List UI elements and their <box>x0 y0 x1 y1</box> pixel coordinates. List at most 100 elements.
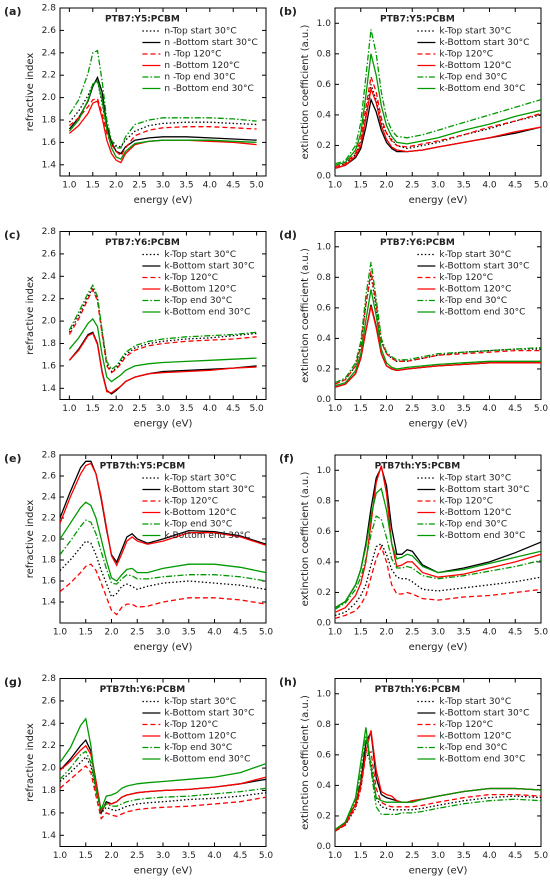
y-axis-label: refractive index <box>25 53 36 132</box>
x-tick-label: 3.5 <box>182 628 196 638</box>
y-tick-label: 2.2 <box>42 294 56 304</box>
legend-label: n-Top start 30°C <box>164 27 236 37</box>
panel-label: (a) <box>4 5 21 18</box>
data-line <box>60 755 266 815</box>
x-tick-label: 3.0 <box>156 851 171 861</box>
x-tick-label: 3.0 <box>431 181 446 191</box>
x-axis-label: energy (eV) <box>409 866 468 877</box>
x-tick-label: 4.0 <box>482 404 497 414</box>
y-tick-label: 1.8 <box>42 116 57 126</box>
panel-label: (d) <box>279 229 297 242</box>
data-line <box>60 717 266 812</box>
legend-label: k-Bottom end 30°C <box>164 308 250 318</box>
legend-label: k-Bottom start 30°C <box>439 485 529 495</box>
x-tick-label: 3.0 <box>156 404 171 414</box>
x-tick-label: 1.0 <box>53 851 68 861</box>
x-tick-label: 2.0 <box>379 404 394 414</box>
legend-label: k-Top 120°C <box>164 497 218 507</box>
legend-label: k-Top 120°C <box>439 50 493 60</box>
series-group <box>335 29 541 170</box>
x-tick-label: 5.0 <box>534 851 549 861</box>
legend-label: k-Bottom start 30°C <box>439 38 529 48</box>
x-axis-label: energy (eV) <box>409 419 468 430</box>
y-tick-label: 1.6 <box>42 577 57 587</box>
y-tick-label: 2.8 <box>42 4 57 14</box>
y-tick-label: 1.6 <box>42 361 57 371</box>
legend-label: n -Bottom 120°C <box>164 61 239 71</box>
x-tick-label: 1.0 <box>62 404 77 414</box>
y-tick-label: 2.4 <box>42 48 57 58</box>
y-tick-label: 2.8 <box>42 451 57 461</box>
data-line <box>60 462 266 567</box>
x-tick-label: 4.0 <box>207 628 222 638</box>
data-line <box>60 540 266 598</box>
chart-title: PTB7:Y5:PCBM <box>105 15 180 25</box>
x-tick-label: 3.0 <box>431 628 446 638</box>
chart-title: PTB7th:Y6:PCBM <box>100 685 186 695</box>
x-tick-label: 4.5 <box>508 851 522 861</box>
legend-label: k-Top end 30°C <box>164 743 232 753</box>
x-tick-label: 2.5 <box>130 628 144 638</box>
y-tick-label: 0.0 <box>317 619 332 629</box>
y-tick-label: 2.2 <box>42 514 56 524</box>
legend-label: k-Bottom start 30°C <box>164 485 254 495</box>
x-tick-label: 1.0 <box>328 851 343 861</box>
legend-label: k-Bottom end 30°C <box>439 755 525 765</box>
y-tick-label: 1.0 <box>317 689 332 699</box>
x-tick-label: 2.0 <box>109 181 124 191</box>
legend-label: k-Bottom 120°C <box>439 732 511 742</box>
data-line <box>335 729 541 832</box>
legend-label: n -Top end 30°C <box>164 73 235 83</box>
data-line <box>60 501 266 582</box>
data-line <box>68 317 257 383</box>
x-tick-label: 3.5 <box>179 404 193 414</box>
legend-label: k-Bottom end 30°C <box>439 531 525 541</box>
legend-label: k-Bottom 120°C <box>439 508 511 518</box>
y-tick-label: 2.0 <box>42 535 57 545</box>
chart-title: PTB7:Y6:PCBM <box>105 238 180 248</box>
x-tick-label: 3.5 <box>179 181 193 191</box>
legend-label: k-Bottom 120°C <box>439 285 511 295</box>
data-line <box>335 749 541 832</box>
x-tick-label: 4.5 <box>226 181 240 191</box>
legend-label: k-Bottom start 30°C <box>164 262 254 272</box>
x-axis-label: energy (eV) <box>409 195 468 206</box>
data-line <box>335 487 541 609</box>
panel: (a) 1.0 1.5 2.0 2.5 3.0 3.5 4.0 4.5 5.0 1.4 1.6 1.8 2… <box>4 4 267 206</box>
legend-label: k-Top 120°C <box>164 273 218 283</box>
y-tick-label: 0.2 <box>317 588 331 598</box>
x-tick-label: 1.0 <box>328 181 343 191</box>
legend-label: k-Top end 30°C <box>439 520 507 530</box>
data-line <box>335 289 541 387</box>
legend-label: k-Bottom 120°C <box>164 285 236 295</box>
chart-title: PTB7:Y5:PCBM <box>380 15 455 25</box>
x-tick-label: 3.0 <box>431 851 446 861</box>
panel-label: (e) <box>4 452 22 465</box>
data-line <box>335 29 541 165</box>
legend-label: k-Bottom end 30°C <box>439 308 525 318</box>
y-tick-label: 2.4 <box>42 493 57 503</box>
x-tick-label: 4.0 <box>482 628 497 638</box>
y-tick-label: 1.0 <box>317 19 332 29</box>
data-line <box>68 79 257 161</box>
legend-label: k-Top start 30°C <box>439 697 511 707</box>
x-axis-label: energy (eV) <box>134 419 193 430</box>
panel-label: (g) <box>4 676 22 689</box>
x-tick-label: 1.0 <box>328 404 343 414</box>
legend-label: k-Bottom 120°C <box>439 61 511 71</box>
x-tick-label: 2.5 <box>405 628 419 638</box>
data-line <box>68 100 257 164</box>
x-tick-label: 5.0 <box>249 404 264 414</box>
panel-label: (h) <box>279 676 297 689</box>
x-tick-label: 4.5 <box>226 404 240 414</box>
x-tick-label: 4.5 <box>233 851 247 861</box>
x-tick-label: 2.0 <box>379 628 394 638</box>
y-tick-label: 1.8 <box>42 339 57 349</box>
x-tick-label: 4.5 <box>508 404 522 414</box>
legend-label: k-Top 120°C <box>439 273 493 283</box>
y-tick-label: 0.8 <box>317 49 332 59</box>
data-line <box>335 736 541 831</box>
legend-label: k-Top end 30°C <box>439 743 507 753</box>
legend-label: n -Bottom start 30°C <box>164 38 257 48</box>
data-line <box>335 727 541 831</box>
